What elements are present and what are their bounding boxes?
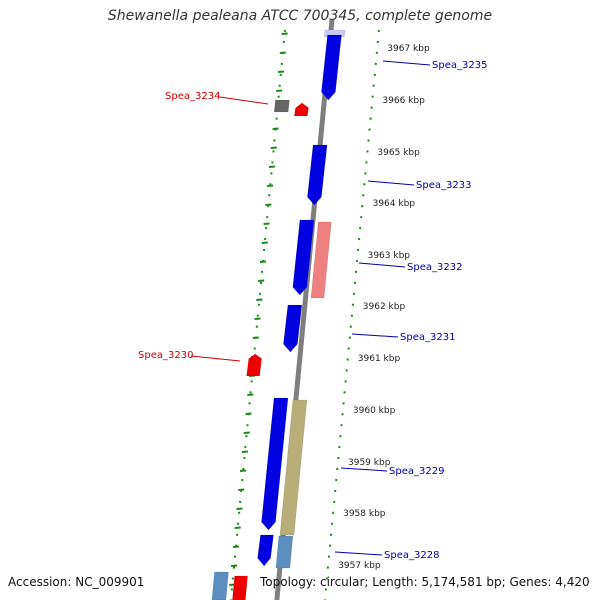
ring-dash: [243, 431, 250, 434]
ring-dash: [259, 260, 267, 263]
feature-bottom-red: [232, 575, 248, 600]
leader-line: [351, 333, 399, 338]
ring-dash: [270, 146, 277, 149]
ring-dash: [240, 469, 247, 472]
ring-dash: [279, 51, 286, 54]
ring-dash: [272, 127, 279, 130]
ring-dash: [247, 393, 254, 396]
feature-spea-3232-pink: [310, 221, 332, 299]
ring-dash: [258, 279, 265, 282]
tick-label: 3962 kbp: [363, 302, 406, 312]
leader-line: [367, 180, 415, 186]
feature-spea-3232: [292, 219, 315, 296]
ring-dash: [232, 545, 239, 548]
feature-spea-3234: [293, 102, 309, 117]
feature-bottom-steel: [211, 571, 229, 600]
ring-dash: [263, 222, 270, 225]
tick-label: 3967 kbp: [387, 44, 430, 54]
feature-group: [211, 29, 346, 600]
ring-dash: [252, 336, 259, 339]
gene-label: Spea_3230: [138, 350, 193, 361]
tick-label: 3964 kbp: [373, 199, 416, 209]
tick-label: 3966 kbp: [382, 96, 425, 106]
tick-label: 3958 kbp: [343, 509, 386, 519]
gene-label: Spea_3231: [400, 332, 455, 343]
ring-dash: [281, 32, 288, 35]
feature-spea-3229-olive: [279, 399, 308, 536]
ring-dash: [245, 412, 252, 415]
feature-spea-3235: [321, 34, 342, 101]
ring-dash: [268, 165, 276, 168]
feature-spea-3230: [246, 353, 263, 377]
leader-line: [190, 355, 241, 362]
gene-label: Spea_3232: [407, 262, 462, 273]
ruler-rings: [229, 29, 380, 600]
inner-ruler-ring: [229, 29, 286, 600]
ring-dash: [254, 317, 261, 320]
ring-dash: [265, 203, 272, 206]
tick-label: 3961 kbp: [358, 354, 401, 364]
tick-label: 3960 kbp: [353, 406, 396, 416]
tick-label: 3965 kbp: [377, 148, 420, 158]
feature-spea-3233: [307, 144, 328, 206]
ring-dash: [261, 241, 268, 244]
feature-spea-3229: [261, 397, 289, 531]
gene-label: Spea_3235: [432, 60, 487, 71]
ring-dash: [238, 488, 245, 491]
tick-label: 3959 kbp: [348, 458, 391, 468]
feature-spea-3234-gray: [273, 99, 290, 113]
leader-line: [219, 96, 269, 105]
feature-spea-3228-steel: [275, 535, 294, 569]
feature-spea-3228: [257, 534, 274, 567]
ring-dash: [234, 526, 241, 529]
map-title: Shewanella pealeana ATCC 700345, complet…: [107, 8, 493, 24]
ring-dash: [277, 70, 285, 73]
tick-group: 3967 kbp 3966 kbp 3965 kbp 3964 kbp 3963 kbp…: [338, 44, 430, 571]
topology-text: Topology: circular; Length: 5,174,581 bp…: [260, 575, 590, 589]
accession-text: Accession: NC_009901: [8, 575, 145, 589]
ring-dash: [267, 184, 274, 187]
ring-dash: [230, 564, 238, 567]
tick-label: 3963 kbp: [368, 251, 411, 261]
tick-label: 3957 kbp: [338, 561, 381, 571]
leader-line: [358, 262, 406, 268]
gene-label: Spea_3228: [384, 550, 439, 561]
outer-ruler-ring: [323, 29, 380, 600]
ring-dash: [241, 450, 248, 453]
gene-label-group: Spea_3235 Spea_3234 Spea_3233 Spea_3232 Spea…: [138, 60, 487, 561]
leader-line: [334, 551, 383, 556]
gene-label: Spea_3233: [416, 180, 471, 191]
feature-spea-3231: [283, 304, 303, 353]
ring-dash: [276, 89, 283, 92]
gene-label: Spea_3229: [389, 466, 444, 477]
ring-dash: [256, 298, 263, 301]
leader-line: [382, 60, 431, 66]
leader-line: [340, 467, 388, 472]
ring-dash: [236, 507, 243, 510]
gene-label: Spea_3234: [165, 91, 220, 102]
